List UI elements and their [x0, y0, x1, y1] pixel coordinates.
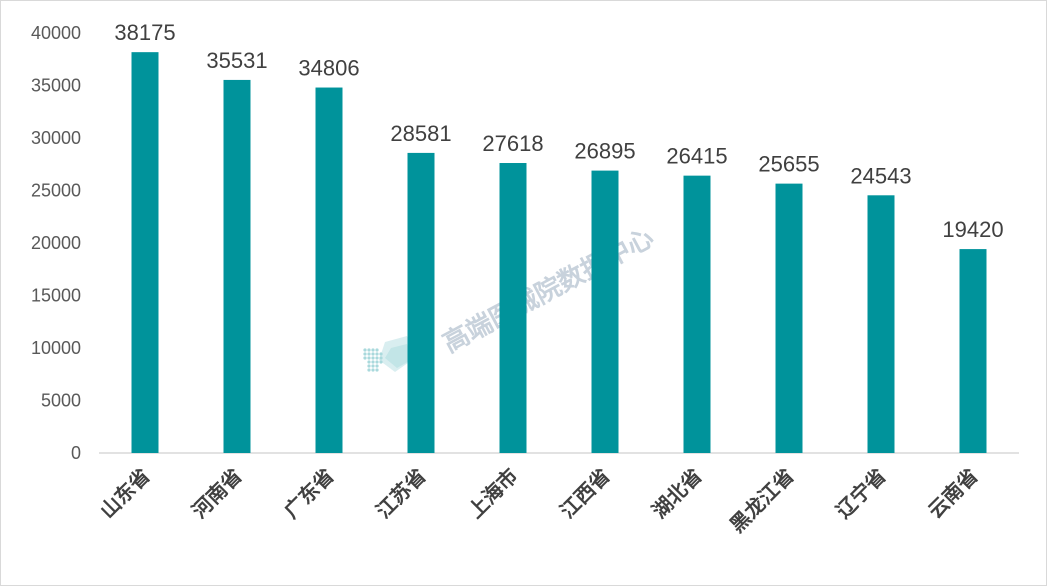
y-tick-label: 20000 [31, 233, 81, 253]
data-label: 34806 [298, 56, 359, 81]
y-tick-label: 40000 [31, 23, 81, 43]
x-tick-label: 山东省 [95, 464, 154, 523]
plot-area: 0 5000 10000 15000 20000 25000 30000 35000 40000… [31, 20, 1019, 537]
watermark-icon [363, 336, 415, 372]
data-label: 26415 [666, 144, 727, 169]
x-tick-label: 黑龙江省 [725, 464, 799, 538]
bar [591, 170, 619, 454]
data-label: 27618 [482, 131, 543, 156]
x-tick-label: 广东省 [279, 464, 338, 523]
x-tick-label: 江苏省 [371, 464, 430, 523]
y-tick-label: 0 [71, 443, 81, 463]
bar [407, 152, 435, 453]
bar [315, 87, 343, 454]
x-tick-label: 辽宁省 [831, 464, 890, 523]
data-label: 35531 [206, 48, 267, 73]
y-tick-label: 5000 [41, 391, 81, 411]
bar [775, 183, 803, 453]
data-label: 24543 [850, 163, 911, 188]
y-tick-label: 30000 [31, 128, 81, 148]
x-tick-label: 江西省 [555, 464, 614, 523]
bar [959, 249, 987, 453]
y-tick-label: 25000 [31, 181, 81, 201]
x-tick-label: 湖北省 [647, 464, 706, 523]
y-tick-label: 15000 [31, 286, 81, 306]
bar [867, 195, 895, 453]
watermark-text: 高端医械院数据中心 [438, 222, 659, 359]
bar [131, 52, 159, 453]
data-label: 28581 [390, 121, 451, 146]
x-tick-label: 河南省 [187, 464, 246, 523]
x-tick-label: 上海市 [463, 464, 522, 523]
bar [499, 163, 527, 454]
data-label: 25655 [758, 152, 819, 177]
data-label: 26895 [574, 139, 635, 164]
y-tick-label: 35000 [31, 76, 81, 96]
x-tick-label: 云南省 [923, 464, 982, 523]
data-label: 38175 [114, 20, 175, 45]
bar [683, 175, 711, 453]
y-tick-label: 10000 [31, 338, 81, 358]
bar [223, 79, 251, 453]
data-label: 19420 [942, 217, 1003, 242]
